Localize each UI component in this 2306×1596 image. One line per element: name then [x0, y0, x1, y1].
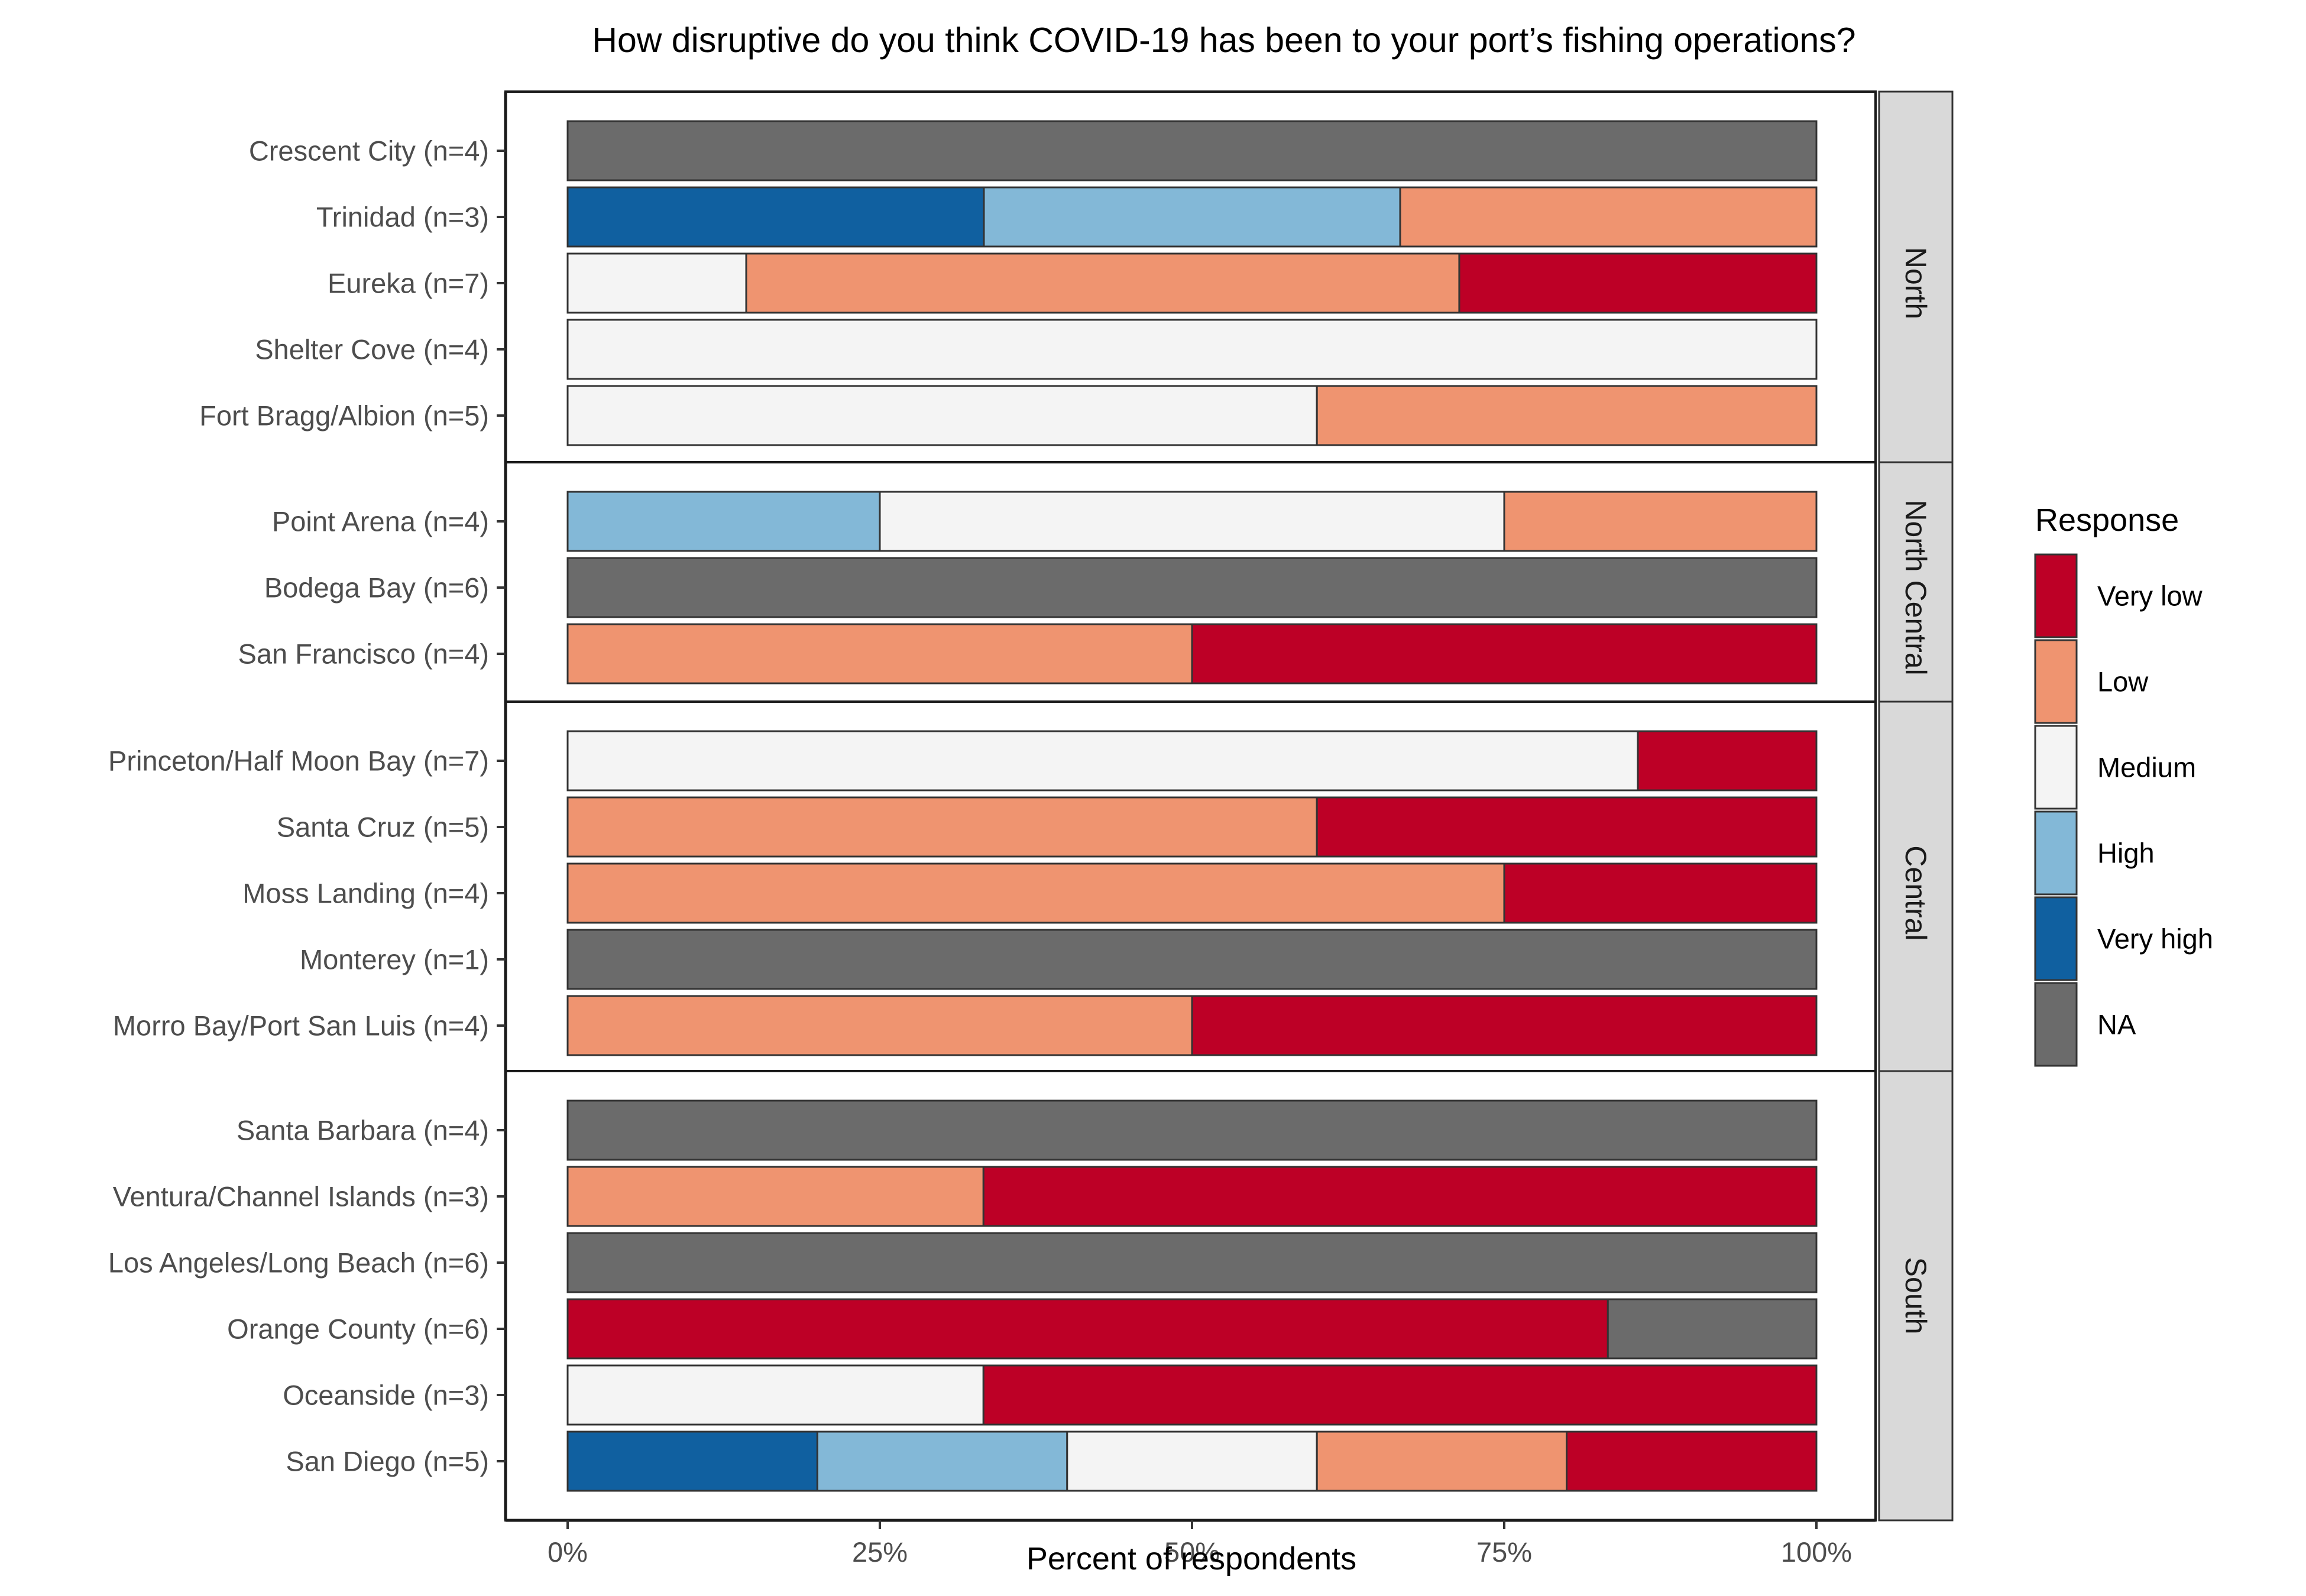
- port-label: Fort Bragg/Albion (n=5): [199, 400, 489, 432]
- legend-label: Medium: [2097, 752, 2196, 783]
- bar-segment-high: [816, 1430, 1068, 1492]
- facet-panels: North Crescent City (n=4) Trinidad (n=3) Eu…: [108, 90, 1954, 1522]
- port-label: Oceanside (n=3): [283, 1380, 489, 1411]
- bar-segment-very-high: [566, 1430, 818, 1492]
- bar-segment-medium: [566, 252, 747, 314]
- port-label: Crescent City (n=4): [249, 135, 489, 167]
- port-label: San Diego (n=5): [286, 1446, 489, 1477]
- bar-segment-very-low: [982, 1166, 1818, 1227]
- facet-panel-central: Central Princeton/Half Moon Bay (n=7) Sant…: [108, 700, 1954, 1086]
- legend-key-high: [2034, 810, 2078, 896]
- legend-title: Response: [2035, 502, 2179, 538]
- port-label: Trinidad (n=3): [316, 202, 489, 233]
- bar-segment-high: [566, 491, 881, 552]
- legend-key-very-low: [2034, 553, 2078, 638]
- bar-segment-na: [566, 120, 1818, 181]
- facet-strip: [1878, 1070, 1954, 1522]
- bar-segment-low: [1316, 1430, 1568, 1492]
- chart-title: How disruptive do you think COVID-19 has…: [592, 21, 1855, 60]
- legend-label: High: [2097, 838, 2155, 869]
- bar-segment-na: [566, 929, 1818, 990]
- bar-segment-medium: [566, 730, 1639, 791]
- facet-strip: [1878, 700, 1954, 1086]
- legend: Response Very low Low Medium High Very high N…: [2034, 502, 2213, 1067]
- port-label: Eureka (n=7): [328, 268, 489, 299]
- facet-strip: [1878, 461, 1954, 714]
- bar-segment-very-low: [982, 1364, 1818, 1426]
- bar-segment-medium: [566, 319, 1818, 380]
- bar-segment-na: [1607, 1298, 1818, 1360]
- port-label: Shelter Cove (n=4): [255, 334, 489, 365]
- bar-segment-low: [566, 623, 1193, 685]
- legend-key-na: [2034, 982, 2078, 1067]
- port-label: Los Angeles/Long Beach (n=6): [108, 1247, 489, 1279]
- legend-label: Low: [2097, 666, 2149, 698]
- port-label: Princeton/Half Moon Bay (n=7): [108, 745, 489, 777]
- x-tick-label: 25%: [852, 1536, 908, 1568]
- port-label: Morro Bay/Port San Luis (n=4): [113, 1010, 489, 1042]
- bar-segment-very-low: [566, 1298, 1609, 1360]
- legend-keys: Very low Low Medium High Very high NA: [2034, 553, 2213, 1067]
- port-label: Santa Barbara (n=4): [237, 1115, 489, 1146]
- facet-strip-label: South: [1899, 1257, 1932, 1335]
- bar-segment-very-high: [566, 186, 985, 248]
- x-tick-label: 75%: [1476, 1536, 1532, 1568]
- facet-panel-north-central: North Central Point Arena (n=4) Bodega Bay…: [238, 461, 1954, 714]
- port-label: Orange County (n=6): [227, 1313, 489, 1345]
- x-tick-label: 50%: [1164, 1536, 1220, 1568]
- x-tick-label: 100%: [1781, 1536, 1852, 1568]
- legend-key-very-high: [2034, 896, 2078, 981]
- bar-segment-very-low: [1637, 730, 1818, 791]
- x-axis: 0% 25% 50% 75% 100%: [506, 1519, 1876, 1568]
- bar-segment-na: [566, 557, 1818, 618]
- bar-segment-low: [1503, 491, 1818, 552]
- port-label: Santa Cruz (n=5): [277, 812, 489, 843]
- bar-segment-low: [1316, 385, 1818, 446]
- legend-label: Very high: [2097, 923, 2213, 955]
- port-label: Monterey (n=1): [300, 944, 489, 975]
- bar-segment-low: [566, 862, 1505, 924]
- bar-segment-medium: [566, 385, 1318, 446]
- legend-key-medium: [2034, 725, 2078, 810]
- port-label: San Francisco (n=4): [238, 638, 490, 670]
- legend-label: Very low: [2097, 580, 2203, 612]
- port-label: Moss Landing (n=4): [242, 878, 489, 909]
- bar-segment-low: [1399, 186, 1818, 248]
- bar-segment-medium: [879, 491, 1505, 552]
- facet-strip-label: North Central: [1899, 499, 1932, 675]
- bar-segment-na: [566, 1232, 1818, 1293]
- bar-segment-medium: [1066, 1430, 1318, 1492]
- x-tick-label: 0%: [548, 1536, 588, 1568]
- bar-segment-very-low: [1191, 995, 1818, 1056]
- bar-segment-high: [983, 186, 1401, 248]
- bar-segment-very-low: [1316, 796, 1818, 858]
- legend-key-low: [2034, 639, 2078, 724]
- x-axis-title: Percent of respondents: [1026, 1541, 1356, 1576]
- bar-segment-very-low: [1191, 623, 1818, 685]
- facet-strip: [1878, 90, 1954, 476]
- bar-segment-low: [566, 796, 1318, 858]
- facet-strip-label: North: [1899, 247, 1932, 319]
- legend-label: NA: [2097, 1009, 2136, 1040]
- bar-segment-na: [566, 1099, 1818, 1161]
- facet-panel-south: South Santa Barbara (n=4) Ventura/Channel …: [108, 1070, 1954, 1522]
- port-label: Point Arena (n=4): [272, 506, 489, 537]
- bar-segment-low: [745, 252, 1460, 314]
- facet-strip-label: Central: [1899, 845, 1932, 940]
- bar-segment-medium: [566, 1364, 984, 1426]
- port-label: Bodega Bay (n=6): [264, 572, 489, 604]
- port-label: Ventura/Channel Islands (n=3): [113, 1181, 489, 1212]
- bar-segment-low: [566, 1166, 984, 1227]
- bar-segment-very-low: [1458, 252, 1818, 314]
- facet-panel-north: North Crescent City (n=4) Trinidad (n=3) Eu…: [199, 90, 1954, 476]
- bar-segment-low: [566, 995, 1193, 1056]
- bar-segment-very-low: [1503, 862, 1818, 924]
- bar-segment-very-low: [1566, 1430, 1818, 1492]
